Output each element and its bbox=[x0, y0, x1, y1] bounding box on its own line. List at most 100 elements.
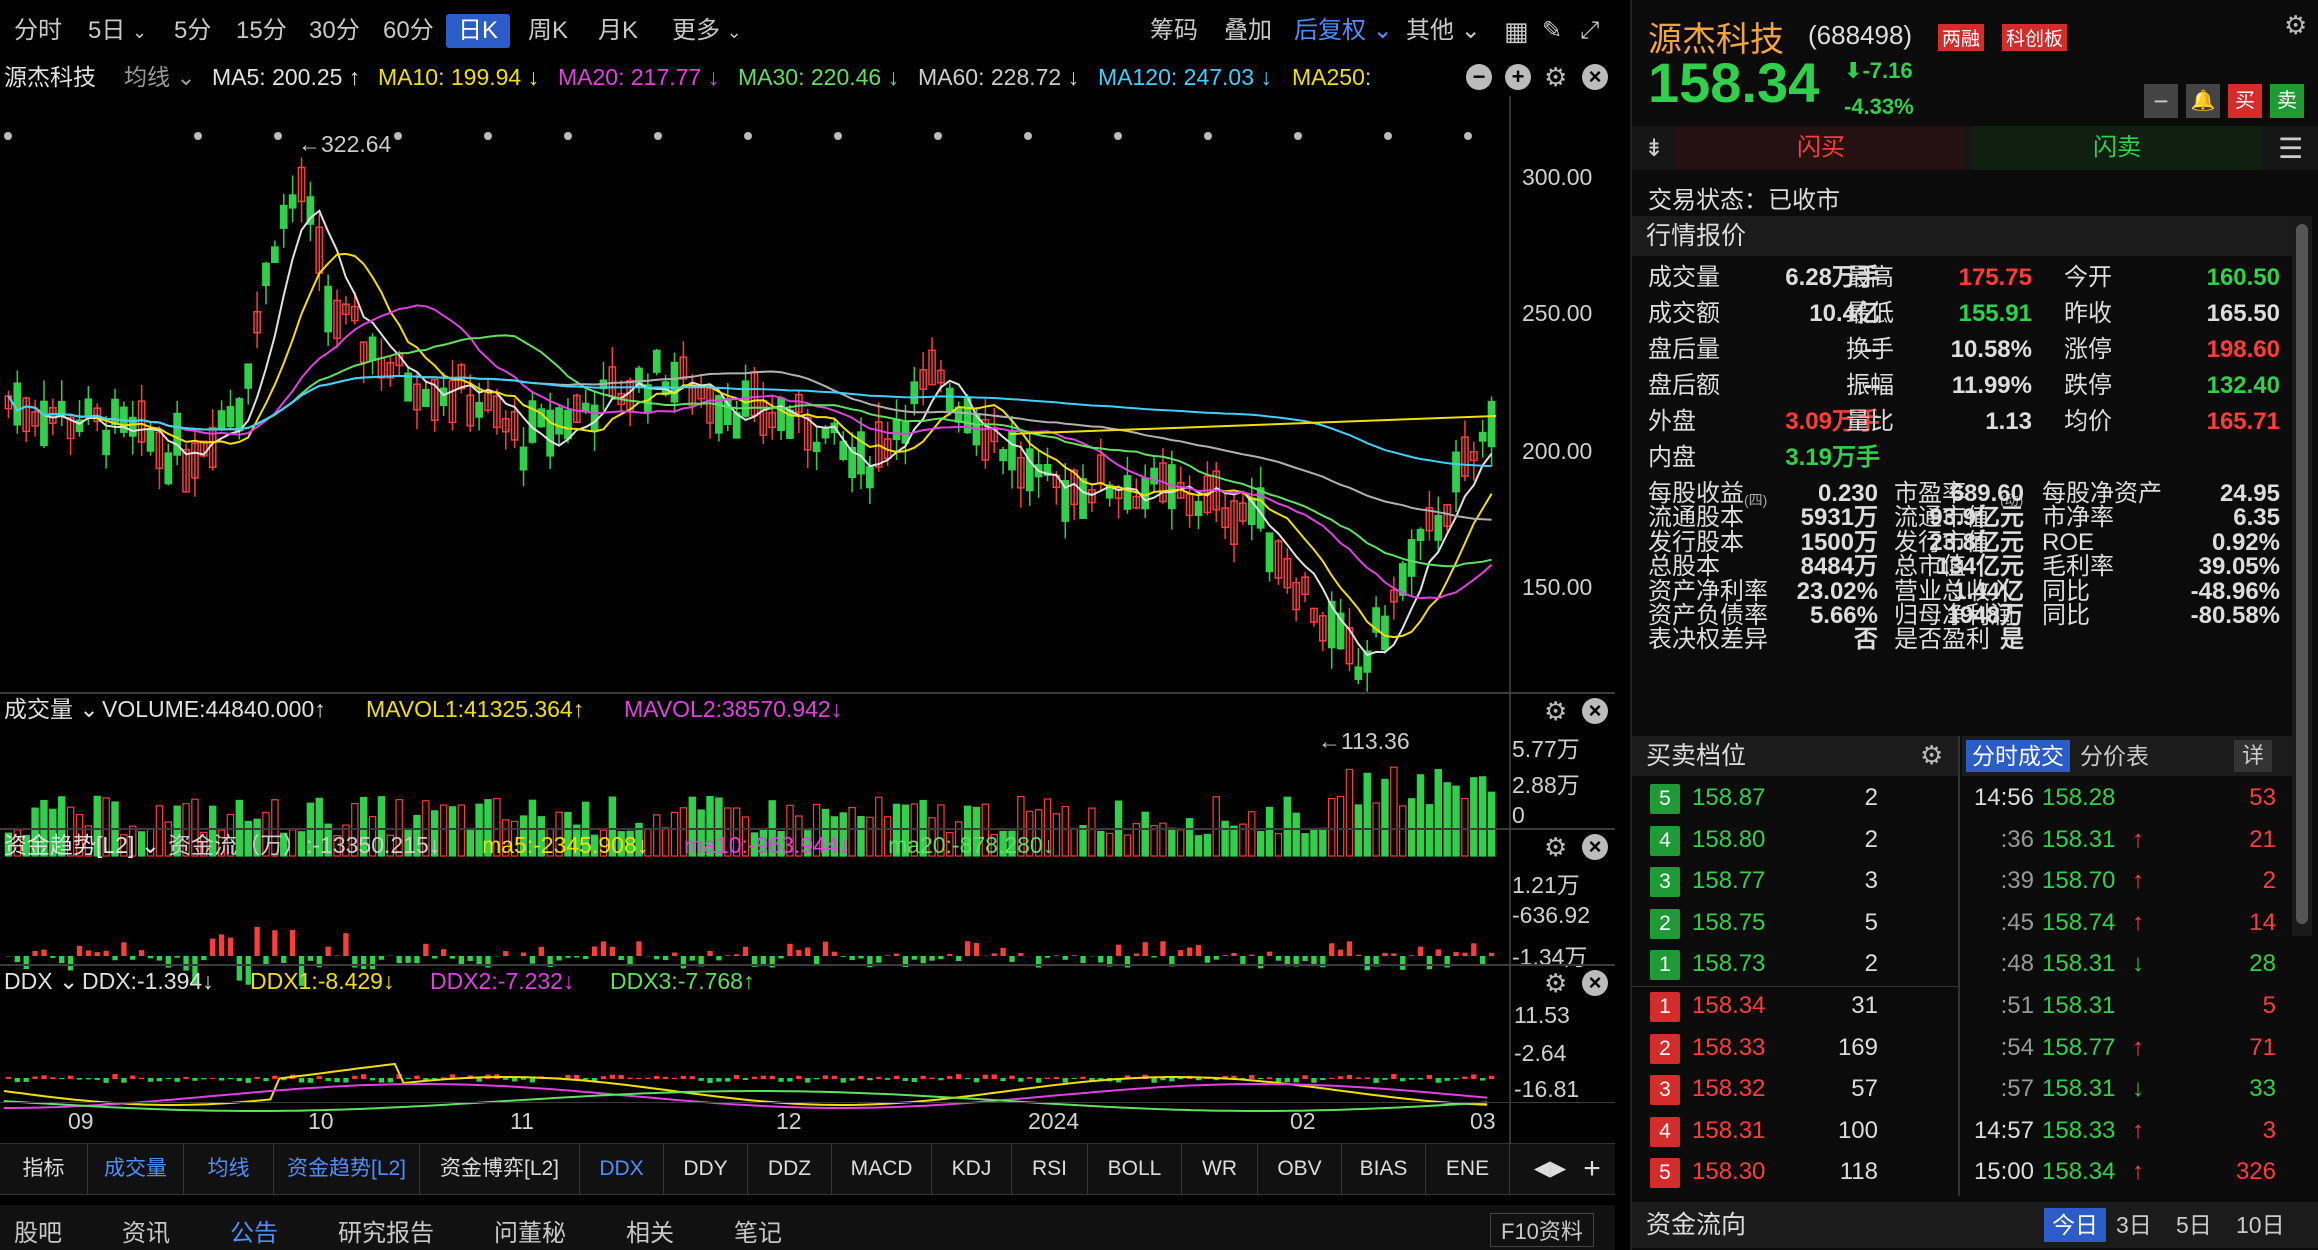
flow-tab-5day[interactable]: 5日 bbox=[2176, 1212, 2212, 1238]
nav-announcements[interactable]: 公告 bbox=[230, 1220, 278, 1247]
tab-fund-trend[interactable]: 资金趋势[L2] bbox=[274, 1144, 420, 1194]
orderbook-row[interactable]: 2 158.75 5 bbox=[1632, 905, 1958, 943]
grid-layout-icon[interactable]: ▦ bbox=[1504, 16, 1529, 46]
gear-icon[interactable]: ⚙ bbox=[1544, 832, 1568, 862]
close-icon[interactable]: × bbox=[1582, 834, 1608, 860]
tab-obv[interactable]: OBV bbox=[1258, 1144, 1342, 1194]
detail-button[interactable]: 详 bbox=[2234, 740, 2273, 772]
tab-indicator[interactable]: 指标 bbox=[0, 1144, 88, 1194]
close-icon[interactable]: × bbox=[1582, 64, 1608, 90]
flow-tab-10day[interactable]: 10日 bbox=[2236, 1212, 2285, 1238]
ddx-bar bbox=[94, 1078, 100, 1080]
tab-rsi[interactable]: RSI bbox=[1012, 1144, 1088, 1194]
close-icon[interactable]: × bbox=[1582, 698, 1608, 724]
tab-30min[interactable]: 30分 bbox=[309, 17, 360, 44]
tab-tick-trades[interactable]: 分时成交 bbox=[1966, 740, 2070, 772]
fund-bar bbox=[902, 956, 909, 968]
f10-button[interactable]: F10资料 bbox=[1490, 1213, 1594, 1247]
orderbook-row[interactable]: 2 158.33 169 bbox=[1632, 1030, 1958, 1068]
ddx-select[interactable]: DDX ⌄ bbox=[4, 968, 79, 994]
volume-bar bbox=[1345, 768, 1354, 857]
orderbook-row[interactable]: 5 158.87 2 bbox=[1632, 780, 1958, 818]
orderbook-row[interactable]: 1 158.34 31 bbox=[1632, 988, 1958, 1026]
tab-more[interactable]: 更多 ⌄ bbox=[672, 14, 742, 48]
gear-icon[interactable]: ⚙ bbox=[1544, 968, 1568, 998]
collapse-icon[interactable]: ⇟ bbox=[1644, 135, 1665, 162]
tab-ddx[interactable]: DDX bbox=[580, 1144, 664, 1194]
adjust-mode-select[interactable]: 后复权 ⌄ bbox=[1294, 17, 1393, 44]
volume-bar bbox=[599, 829, 608, 857]
tab-price-table[interactable]: 分价表 bbox=[2080, 743, 2149, 769]
tab-kdj[interactable]: KDJ bbox=[932, 1144, 1012, 1194]
ddx-bar bbox=[1302, 1075, 1308, 1079]
overlay-button[interactable]: 叠加 bbox=[1224, 17, 1272, 44]
flash-buy-button[interactable]: 闪买 bbox=[1676, 126, 1966, 170]
tab-monthly-k[interactable]: 月K bbox=[598, 17, 639, 44]
gear-icon[interactable]: ⚙ bbox=[1544, 62, 1568, 92]
add-indicator-icon[interactable]: + bbox=[1583, 1152, 1601, 1185]
flow-tab-today[interactable]: 今日 bbox=[2044, 1208, 2106, 1242]
tab-bias[interactable]: BIAS bbox=[1342, 1144, 1426, 1194]
flow-tab-3day[interactable]: 3日 bbox=[2116, 1212, 2152, 1238]
orderbook-row[interactable]: 5 158.30 118 bbox=[1632, 1154, 1958, 1192]
nav-notes[interactable]: 笔记 bbox=[734, 1220, 782, 1247]
ticks-header: 分时成交 分价表 详 bbox=[1962, 736, 2292, 776]
ma-mode-select[interactable]: 均线 ⌄ bbox=[124, 64, 196, 90]
nav-related[interactable]: 相关 bbox=[626, 1220, 674, 1247]
tab-ene[interactable]: ENE bbox=[1426, 1144, 1510, 1194]
nav-ask-secretary[interactable]: 问董秘 bbox=[494, 1220, 566, 1247]
tab-boll[interactable]: BOLL bbox=[1088, 1144, 1182, 1194]
fullscreen-icon[interactable]: ⤢ bbox=[1580, 17, 1600, 44]
menu-icon[interactable]: ☰ bbox=[2278, 133, 2304, 164]
orderbook-row[interactable]: 1 158.73 2 bbox=[1632, 946, 1958, 984]
scroll-tabs-icon[interactable]: ◀▶ bbox=[1533, 1157, 1567, 1180]
tab-5day[interactable]: 5日 ⌄ bbox=[88, 14, 147, 48]
nav-news[interactable]: 资讯 bbox=[122, 1220, 170, 1247]
bell-icon[interactable]: 🔔 bbox=[2186, 84, 2220, 118]
chip-distribution-button[interactable]: 筹码 bbox=[1150, 17, 1198, 44]
orderbook-row[interactable]: 3 158.32 57 bbox=[1632, 1071, 1958, 1109]
ddx-bar bbox=[1178, 1078, 1184, 1080]
tab-ddy[interactable]: DDY bbox=[664, 1144, 748, 1194]
scrollbar[interactable] bbox=[2292, 216, 2312, 936]
gear-icon[interactable]: ⚙ bbox=[2284, 10, 2308, 40]
orderbook-row[interactable]: 4 158.80 2 bbox=[1632, 822, 1958, 860]
flash-sell-button[interactable]: 闪卖 bbox=[1972, 126, 2262, 170]
tab-daily-k[interactable]: 日K bbox=[446, 14, 511, 48]
close-icon[interactable]: × bbox=[1582, 970, 1608, 996]
gear-icon[interactable]: ⚙ bbox=[1544, 696, 1568, 726]
tab-fund-game[interactable]: 资金博弈[L2] bbox=[420, 1144, 580, 1194]
tab-15min[interactable]: 15分 bbox=[236, 17, 287, 44]
fund-bar bbox=[876, 956, 882, 963]
ddx-bar bbox=[1453, 1078, 1459, 1080]
tab-wr[interactable]: WR bbox=[1182, 1144, 1258, 1194]
nav-research[interactable]: 研究报告 bbox=[338, 1220, 434, 1247]
zoom-in-icon[interactable]: + bbox=[1505, 64, 1531, 90]
volume-select[interactable]: 成交量 ⌄ bbox=[4, 696, 99, 722]
orderbook-row[interactable]: 4 158.31 100 bbox=[1632, 1113, 1958, 1151]
tab-weekly-k[interactable]: 周K bbox=[528, 17, 569, 44]
gear-icon[interactable]: ⚙ bbox=[1920, 740, 1944, 770]
tab-60min[interactable]: 60分 bbox=[383, 17, 434, 44]
fund-bar bbox=[1293, 956, 1299, 967]
tab-intraday[interactable]: 分时 bbox=[14, 17, 62, 44]
last-price: 158.34 bbox=[1648, 51, 1820, 114]
minus-icon[interactable]: − bbox=[2144, 84, 2178, 118]
orderbook-row[interactable]: 3 158.77 3 bbox=[1632, 863, 1958, 901]
sell-button[interactable]: 卖 bbox=[2270, 84, 2304, 118]
fundamentals-grid: 每股收益 (四) 0.230 市盈率 (动) 689.60 每股净资产 24.95 流通股本 59… bbox=[1632, 476, 2292, 736]
tab-ddz[interactable]: DDZ bbox=[748, 1144, 832, 1194]
tab-macd[interactable]: MACD bbox=[832, 1144, 932, 1194]
ddx-bar bbox=[1284, 1078, 1290, 1083]
buy-button[interactable]: 买 bbox=[2228, 84, 2262, 118]
zoom-out-icon[interactable]: − bbox=[1466, 64, 1492, 90]
fund-select[interactable]: 资金趋势[L2] ⌄ bbox=[4, 832, 161, 858]
tab-volume[interactable]: 成交量 bbox=[88, 1144, 184, 1194]
marker-dot bbox=[194, 132, 202, 140]
other-menu[interactable]: 其他 ⌄ bbox=[1406, 17, 1481, 44]
tab-ma[interactable]: 均线 bbox=[184, 1144, 274, 1194]
nav-guba[interactable]: 股吧 bbox=[14, 1220, 62, 1247]
tab-5min[interactable]: 5分 bbox=[174, 17, 212, 44]
volume-bar bbox=[102, 797, 110, 857]
draw-pen-icon[interactable]: ✎ bbox=[1542, 17, 1563, 44]
